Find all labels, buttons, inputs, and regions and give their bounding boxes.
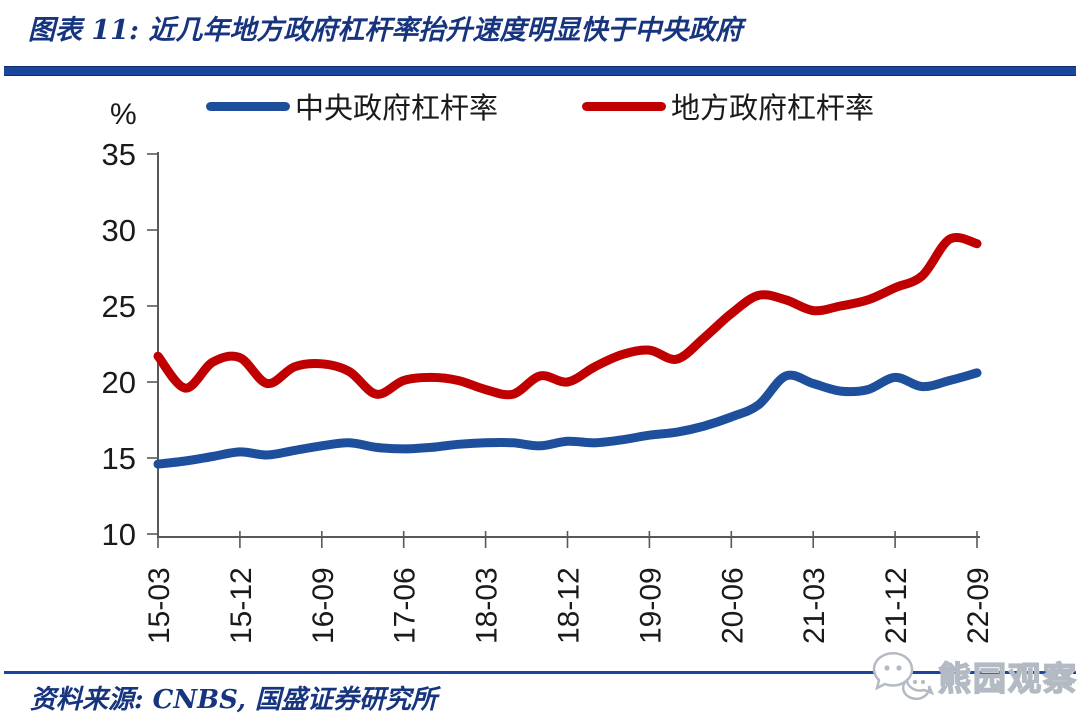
legend-label-central: 中央政府杠杆率 [294,91,498,125]
x-tick-label: 20-06 [716,567,749,644]
watermark: 熊园观察 [872,650,1078,702]
local-line-swatch [582,101,666,111]
x-tick-label: 15-03 [143,567,176,644]
x-tick-label: 16-09 [307,567,340,644]
central-line-swatch [205,101,290,111]
x-tick-label: 15-12 [225,567,258,644]
y-tick-label: 25 [102,289,136,324]
y-tick-label: 35 [102,137,136,172]
figure-title: 图表 11: 近几年地方政府杠杆率抬升速度明显快于中央政府 [28,15,743,46]
legend-item-local: 地方政府杠杆率 [582,85,874,127]
legend-label-local: 地方政府杠杆率 [671,91,875,125]
footer-divider-line [4,671,1076,674]
x-tick-label: 18-12 [553,567,586,644]
x-tick-label: 21-12 [880,567,913,644]
x-tick-label: 22-09 [962,567,995,644]
x-tick-label: 19-09 [634,567,667,644]
x-tick-label: 17-06 [389,567,422,644]
y-tick-label: 15 [102,441,136,476]
legend-item-central: 中央政府杠杆率 [205,85,498,127]
title-divider-bar [4,66,1076,76]
y-tick-label: 20 [102,365,136,400]
wechat-bubbles-icon [872,651,934,701]
watermark-text: 熊园观察 [937,659,1078,698]
axis-lines [157,152,980,538]
x-tick-label: 18-03 [471,567,504,644]
chart-legend: 中央政府杠杆率 地方政府杠杆率 [0,85,1080,127]
y-axis-unit-label: % [110,98,137,131]
local-gov-line [153,232,982,400]
y-tick-label: 30 [102,213,136,248]
y-tick-label: 10 [102,517,136,552]
source-line: 资料来源: CNBS, 国盛证券研究所 [30,685,438,715]
x-tick-label: 21-03 [798,567,831,644]
central-gov-line [153,368,982,469]
